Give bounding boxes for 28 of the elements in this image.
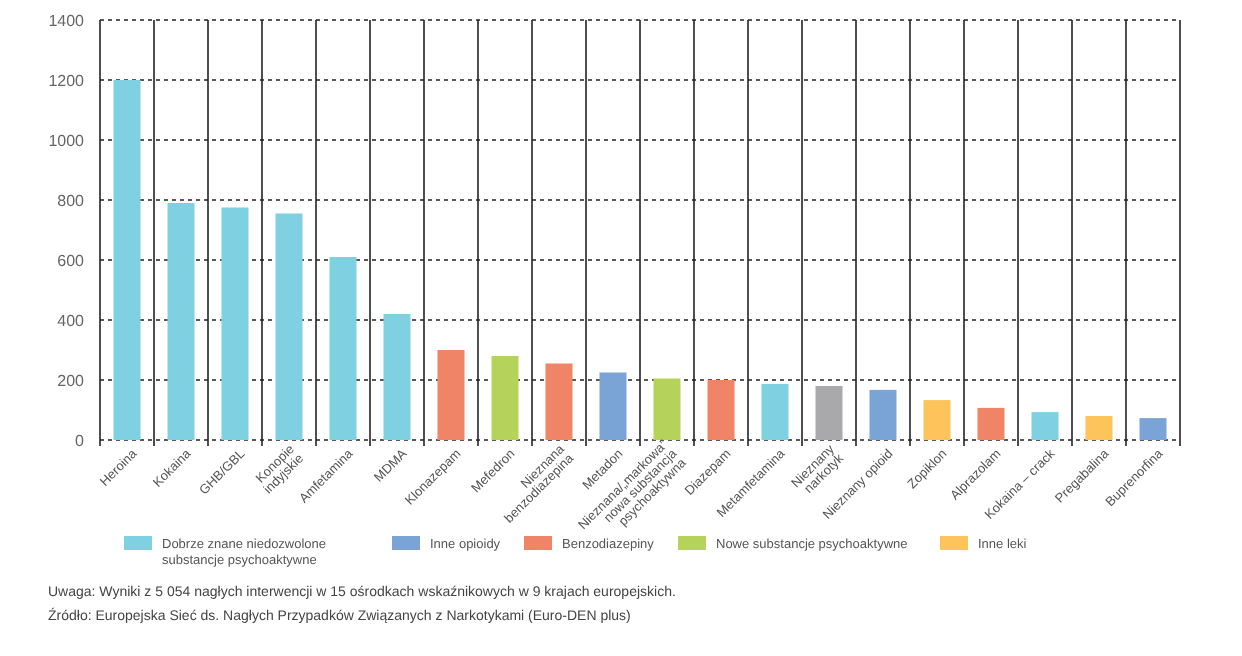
bar: [221, 207, 249, 440]
bar: [599, 372, 627, 440]
bar: [1085, 416, 1113, 440]
y-tick-label: 800: [57, 191, 86, 210]
bar: [815, 386, 843, 440]
y-tick-label: 400: [57, 311, 86, 330]
bar: [437, 350, 465, 440]
y-tick-label: 1000: [48, 131, 86, 150]
bar: [383, 314, 411, 440]
bar: [869, 389, 897, 440]
bar: [1139, 418, 1167, 440]
y-tick-label: 1400: [48, 11, 86, 30]
bar: [329, 257, 357, 440]
y-tick-label: 200: [57, 371, 86, 390]
bar: [977, 407, 1005, 440]
bar: [275, 213, 303, 440]
bar: [545, 363, 573, 440]
bar: [113, 80, 141, 440]
bar: [923, 400, 951, 440]
bar: [167, 203, 195, 440]
bar: [653, 378, 681, 440]
y-tick-label: 0: [75, 431, 86, 450]
bar: [491, 356, 519, 440]
bar: [707, 380, 735, 440]
y-tick-label: 1200: [48, 71, 86, 90]
y-tick-label: 600: [57, 251, 86, 270]
bar: [1031, 412, 1059, 440]
bar: [761, 383, 789, 440]
